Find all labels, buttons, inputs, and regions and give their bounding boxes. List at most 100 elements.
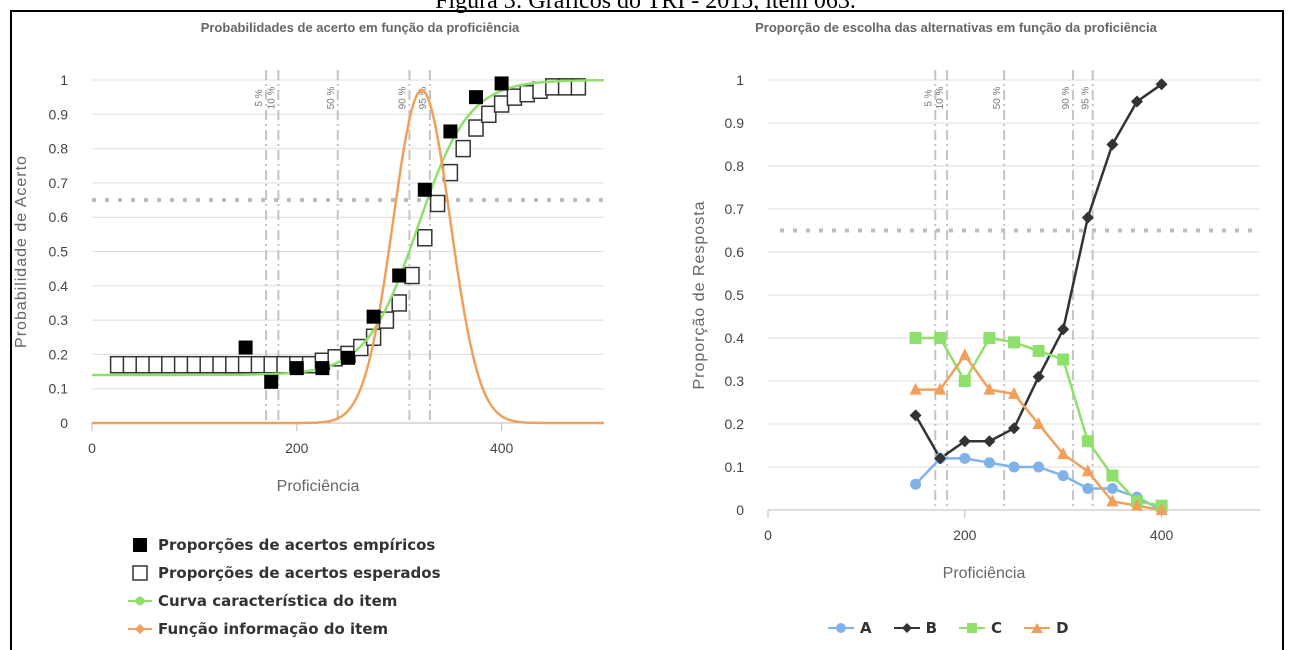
open-square-icon (132, 565, 148, 581)
point-d (1032, 417, 1045, 429)
x-axis-label: Proficiência (277, 478, 360, 495)
circle-marker-icon (828, 623, 854, 633)
point-b (909, 409, 922, 422)
y-tick-label: 0.2 (49, 346, 69, 362)
legend-item-d: D (1024, 619, 1069, 637)
y-tick-label: 0.1 (725, 459, 745, 475)
expected-square (276, 355, 292, 374)
empirical-square (264, 374, 279, 389)
point-c (1057, 353, 1070, 366)
empirical-square (494, 76, 509, 91)
point-c (934, 332, 947, 344)
y-tick-label: 0.8 (49, 141, 69, 157)
expected-square (417, 229, 433, 247)
percentile-label: 5 % (923, 89, 934, 106)
x-axis-label: Proficiência (943, 565, 1026, 582)
point-d (1155, 503, 1168, 515)
item-information-curve (92, 88, 604, 425)
y-tick-label: 0.6 (49, 209, 69, 225)
legend-item-a: A (828, 619, 872, 637)
y-tick-label: 0.1 (49, 381, 69, 397)
legend-item-b: B (893, 619, 938, 637)
orange-line-diamond-icon (128, 624, 152, 634)
x-tick-label: 400 (1150, 527, 1174, 543)
empirical-square (315, 361, 330, 376)
point-d (1106, 494, 1119, 507)
legend-item-c: C (959, 619, 1002, 637)
chart-probabilidade-acerto: Probabilidades de acerto em função da pr… (13, 20, 604, 495)
point-b (1155, 78, 1168, 91)
y-tick-label: 0.3 (49, 312, 69, 328)
point-c (983, 332, 996, 344)
x-tick-label: 0 (764, 527, 772, 543)
expected-square (506, 88, 523, 106)
expected-square (173, 355, 190, 374)
point-d (934, 382, 947, 395)
percentile-label: 50 % (992, 86, 1003, 109)
y-tick-label: 0.4 (49, 278, 69, 294)
expected-square (250, 355, 267, 374)
percentile-label: 5 % (254, 89, 265, 106)
expected-square (109, 355, 126, 374)
point-c (1032, 344, 1045, 357)
expected-square (225, 355, 241, 374)
point-c (909, 332, 922, 344)
percentile-label: 50 % (326, 86, 337, 109)
expected-square (493, 95, 510, 113)
expected-square (468, 119, 484, 137)
expected-square (161, 355, 177, 374)
point-b (1057, 323, 1070, 336)
y-tick-label: 0.8 (725, 158, 745, 174)
legend-item-empiricos: Proporções de acertos empíricos (128, 531, 441, 559)
expected-square (532, 81, 548, 100)
expected-square (148, 355, 164, 374)
point-a (1033, 461, 1045, 473)
expected-square (429, 194, 446, 213)
expected-square (391, 294, 407, 312)
point-b (1081, 211, 1094, 224)
point-b (983, 435, 996, 448)
expected-square (199, 355, 215, 374)
point-b (1131, 95, 1143, 108)
legend-chart1: Proporções de acertos empíricos Proporçõ… (128, 531, 441, 643)
legend-label: Proporções de acertos esperados (158, 564, 441, 582)
series-line-b (914, 83, 1163, 461)
y-tick-label: 0.3 (725, 373, 745, 389)
point-d (983, 382, 996, 395)
y-tick-label: 0.4 (725, 330, 745, 346)
legend-label: B (925, 619, 938, 637)
triangle-marker-icon (1024, 623, 1051, 633)
legend-item-informacao: Função informação do item (128, 615, 441, 643)
point-d (1008, 386, 1020, 399)
point-c (1106, 469, 1119, 482)
diamond-marker-icon (893, 623, 920, 633)
point-d (958, 348, 971, 361)
empirical-square (417, 182, 432, 197)
legend-item-esperados: Proporções de acertos esperados (128, 559, 441, 587)
chart-proporcao-escolha: Proporção de escolha das alternativas em… (691, 20, 1260, 582)
chart-title: Probabilidades de acerto em função da pr… (201, 20, 520, 35)
empirical-square (289, 361, 304, 376)
percentile-label: 95 % (1081, 86, 1092, 109)
expected-square (519, 84, 535, 103)
expected-square (135, 355, 151, 374)
y-tick-label: 0.6 (725, 244, 745, 260)
green-line-circle-icon (128, 596, 152, 606)
y-tick-label: 0.5 (49, 244, 69, 260)
square-marker-icon (959, 623, 986, 633)
legend-label: D (1056, 619, 1069, 637)
point-b (958, 435, 971, 448)
point-c (1081, 435, 1094, 448)
percentile-label: 95 % (418, 86, 429, 109)
point-d (909, 382, 922, 395)
y-tick-label: 0.5 (725, 287, 745, 303)
y-tick-label: 0 (60, 415, 68, 431)
expected-square (570, 78, 587, 96)
x-tick-label: 400 (490, 440, 514, 456)
point-a (1106, 483, 1118, 494)
point-a (1008, 461, 1020, 473)
y-tick-label: 0.9 (49, 106, 69, 122)
chart-title: Proporção de escolha das alternativas em… (755, 20, 1157, 35)
point-b (1106, 138, 1119, 151)
point-a (1057, 470, 1069, 482)
